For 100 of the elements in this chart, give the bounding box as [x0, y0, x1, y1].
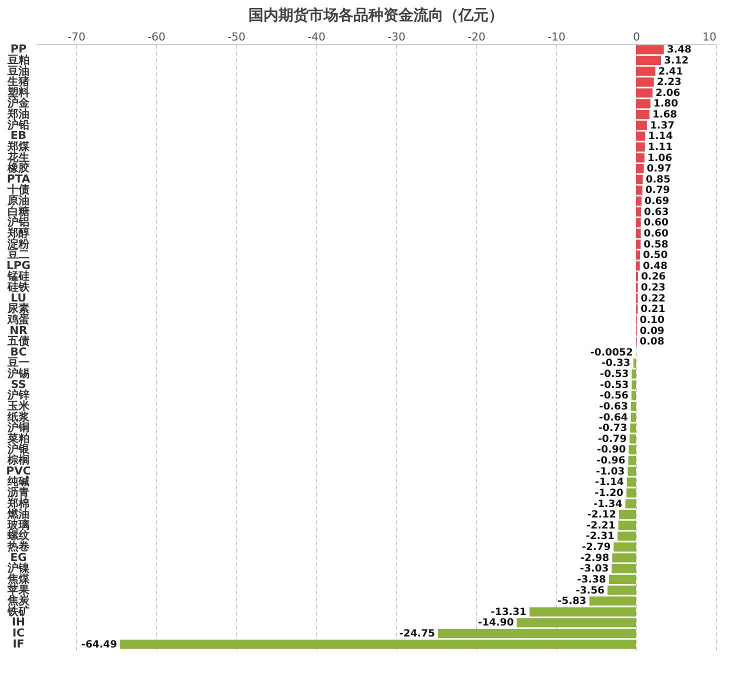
- data-label: 3.48: [666, 44, 692, 56]
- y-tick-label: 郑煤: [6, 140, 30, 153]
- data-label: -2.21: [586, 520, 616, 532]
- y-tick-label: NR: [10, 324, 28, 337]
- y-tick-label: 塑料: [6, 86, 30, 99]
- y-tick-label: 棕榈: [6, 454, 30, 467]
- data-label: 0.48: [642, 260, 668, 272]
- data-label: -1.03: [596, 466, 625, 478]
- y-tick-label: 豆二: [6, 248, 30, 262]
- data-label: 0.63: [644, 206, 669, 218]
- data-label: -0.53: [600, 380, 629, 391]
- y-tick-label: 尿素: [6, 302, 30, 316]
- data-label: 1.80: [653, 98, 678, 110]
- data-label: -2.79: [582, 542, 611, 554]
- data-label: -0.96: [596, 456, 626, 467]
- x-tick-label: -30: [388, 30, 406, 44]
- y-tick-label: 焦炭: [6, 594, 30, 608]
- y-tick-label: 焦煤: [6, 572, 30, 586]
- data-label: 0.97: [646, 164, 672, 175]
- data-label: 0.23: [640, 282, 666, 294]
- y-tick-label: 花生: [6, 150, 30, 164]
- data-label: -1.20: [594, 488, 624, 499]
- data-label: 2.23: [656, 77, 682, 88]
- y-tick-label: 郑醇: [6, 226, 30, 240]
- y-tick-label: 铁矿: [6, 604, 30, 618]
- y-tick-label: 玉米: [6, 399, 30, 412]
- y-tick-label: IH: [12, 616, 26, 629]
- data-label: -0.90: [596, 444, 626, 456]
- y-tick-label: 豆油: [6, 64, 30, 78]
- y-tick-label: 纸浆: [6, 410, 30, 424]
- data-label: -24.75: [399, 628, 436, 640]
- data-label: 2.41: [658, 66, 683, 78]
- data-label: 0.50: [643, 250, 668, 262]
- data-label: -3.56: [576, 585, 605, 596]
- x-tick-label: -70: [68, 30, 86, 44]
- data-label: -0.53: [600, 369, 629, 380]
- x-tick-label: 10: [702, 30, 716, 44]
- data-label: -2.12: [587, 510, 616, 521]
- y-tick-label: 苹果: [6, 583, 30, 596]
- data-label: 1.11: [648, 142, 673, 153]
- data-label: -2.31: [586, 531, 615, 542]
- y-tick-label: IF: [12, 637, 24, 650]
- y-tick-label: 螺纹: [6, 529, 30, 542]
- y-tick-label: 鸡蛋: [6, 312, 30, 326]
- data-label: -1.34: [593, 498, 622, 510]
- data-label: 0.69: [644, 196, 670, 208]
- data-label: 0.26: [641, 272, 666, 283]
- data-label: 0.58: [644, 239, 668, 250]
- data-label: -0.0052: [590, 347, 633, 358]
- x-tick-label: 0: [633, 30, 640, 44]
- data-label: -0.64: [599, 412, 628, 424]
- x-tick-label: -20: [468, 30, 486, 44]
- data-label: -2.98: [580, 552, 610, 564]
- data-label: 2.06: [655, 88, 680, 99]
- data-label: -1.14: [595, 477, 624, 488]
- data-label: -3.03: [580, 564, 609, 575]
- data-label: -0.79: [598, 434, 627, 445]
- data-label: 1.37: [650, 120, 675, 132]
- y-tick-label: PP: [10, 42, 27, 56]
- y-tick-label: 郑棉: [6, 496, 30, 510]
- y-tick-label: 十债: [6, 183, 30, 196]
- data-label: 0.21: [640, 304, 666, 316]
- y-tick-label: 硅铁: [6, 280, 30, 294]
- data-label: -64.49: [81, 639, 118, 650]
- data-label: 0.08: [640, 336, 664, 348]
- x-tick-label: -40: [308, 30, 326, 44]
- y-tick-label: EB: [10, 129, 26, 142]
- data-label: 0.09: [640, 326, 664, 337]
- y-tick-label: IC: [12, 626, 25, 640]
- y-tick-label: 沪铅: [6, 118, 30, 132]
- data-label: 1.14: [648, 131, 673, 142]
- data-label: -14.90: [478, 618, 514, 629]
- y-tick-label: 豆粕: [6, 53, 30, 66]
- data-label: 3.12: [664, 55, 689, 66]
- data-label: 0.85: [646, 174, 671, 186]
- data-label: -0.63: [599, 401, 628, 412]
- data-label: -3.38: [577, 574, 606, 586]
- data-label: 0.60: [644, 218, 669, 229]
- y-tick-label: 沥青: [6, 486, 30, 499]
- y-tick-label: 橡胶: [6, 162, 30, 175]
- y-tick-label: 五债: [6, 334, 30, 348]
- data-label: -0.56: [600, 390, 629, 402]
- y-tick-label: 沪锡: [6, 367, 30, 380]
- y-tick-label: 热卷: [6, 540, 30, 554]
- chart-title: 国内期货市场各品种资金流向（亿元）: [248, 6, 504, 24]
- y-tick-label: BC: [10, 345, 27, 358]
- data-label: 0.60: [644, 228, 669, 240]
- y-tick-label: 淀粉: [6, 237, 30, 250]
- y-tick-label: 白糖: [8, 204, 30, 218]
- y-tick-label: 玻璃: [6, 518, 30, 532]
- data-label: 1.06: [647, 152, 672, 164]
- data-label: 0.22: [640, 293, 666, 304]
- x-tick-label: -50: [228, 30, 246, 44]
- x-tick-label: -60: [148, 30, 166, 44]
- data-label: 0.10: [640, 314, 665, 326]
- y-tick-label: 郑油: [6, 108, 30, 121]
- y-tick-label: PTA: [6, 172, 31, 186]
- y-tick-label: PVC: [6, 464, 31, 478]
- data-label: -0.73: [598, 423, 628, 434]
- data-label: -13.31: [490, 606, 527, 618]
